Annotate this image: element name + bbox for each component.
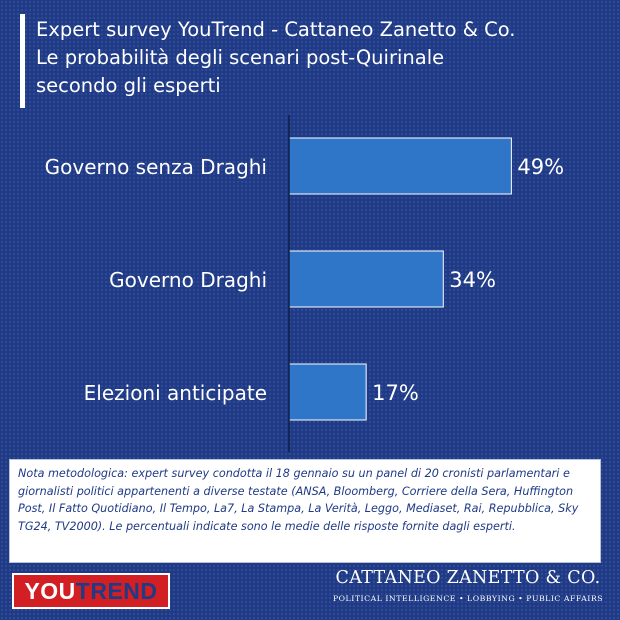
title-line-3: secondo gli esperti — [36, 74, 221, 97]
category-label: Governo senza Draghi — [45, 155, 267, 179]
title-line-2: Le probabilità degli scenari post-Quirin… — [36, 46, 445, 69]
cattaneo-zanetto-logo: CATTANEO ZANETTO & CO. POLITICAL INTELLI… — [318, 568, 618, 603]
bar-chart: Governo senza Draghi 49% Governo Draghi 34%… — [45, 115, 564, 452]
cz-logo-name: CATTANEO ZANETTO & CO. — [335, 568, 601, 588]
bar — [288, 250, 444, 308]
youtrend-logo-you: YOU — [24, 577, 76, 604]
bar — [288, 137, 512, 195]
chart-title: Expert survey YouTrend - Cattaneo Zanett… — [36, 16, 611, 100]
title-line-1: Expert survey YouTrend - Cattaneo Zanett… — [36, 18, 516, 41]
value-label: 49% — [517, 155, 564, 179]
value-label: 34% — [449, 268, 496, 292]
category-label: Elezioni anticipate — [84, 381, 267, 405]
category-label: Governo Draghi — [109, 268, 267, 292]
youtrend-logo: YOU TREND — [12, 573, 170, 609]
methodology-note: Nota metodologica: expert survey condott… — [9, 459, 601, 563]
title-accent-bar — [20, 14, 25, 108]
youtrend-logo-trend: TREND — [75, 577, 158, 604]
bar — [288, 363, 367, 421]
methodology-note-text: Nota metodologica: expert survey condott… — [18, 467, 579, 533]
value-label: 17% — [372, 381, 419, 405]
cz-logo-tagline: POLITICAL INTELLIGENCE • LOBBYING • PUBL… — [332, 594, 604, 603]
